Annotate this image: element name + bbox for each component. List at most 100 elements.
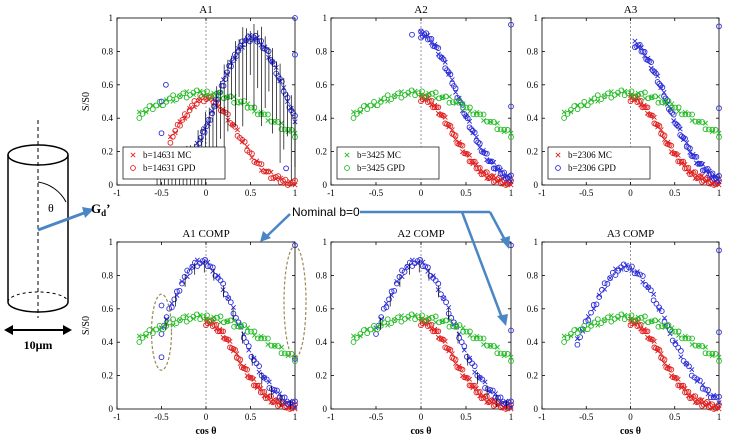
data-point-mc [658, 351, 664, 357]
data-point-mc [246, 347, 252, 353]
data-point-mc [689, 367, 695, 373]
data-point-mc [661, 315, 668, 321]
data-point-gpd [176, 287, 183, 294]
error-bars [165, 260, 291, 409]
legend-entry: b=2306 MC [568, 150, 612, 160]
y-tick-label: 0.6 [527, 304, 539, 314]
chart-title: A1 [199, 4, 212, 16]
data-point-gpd [292, 358, 298, 364]
data-point-gpd [383, 304, 390, 311]
data-point-mc [278, 175, 284, 181]
data-point-mc [440, 295, 447, 301]
data-point-gpd [685, 388, 692, 395]
y-tick-label: 0.4 [527, 113, 539, 123]
y-tick-label: 1 [534, 237, 539, 247]
data-point-mc [700, 161, 706, 167]
data-point-mc [453, 89, 459, 95]
legend-entry: b=3425 MC [357, 150, 401, 160]
data-point-gpd [678, 348, 684, 354]
x-tick-label: -0.5 [369, 412, 384, 422]
data-point-gpd [692, 342, 699, 349]
outlier-point [292, 51, 298, 58]
data-point-gpd [371, 322, 377, 329]
data-point-gpd [241, 322, 248, 328]
data-point-gpd [265, 168, 272, 175]
outlier-points [158, 242, 298, 362]
legend-marker [555, 165, 561, 171]
legend-marker [344, 152, 350, 158]
data-point-mc [136, 109, 142, 115]
data-point-mc [383, 300, 389, 306]
annotation-arrowhead-left [260, 231, 271, 242]
data-point-mc [477, 375, 483, 381]
data-point-gpd [598, 96, 605, 102]
outlier-point [158, 130, 165, 137]
data-point-mc [508, 406, 514, 412]
y-tick-label: 0.2 [527, 371, 538, 381]
y-tick-label: 0.6 [102, 80, 114, 90]
data-point-gpd [712, 127, 719, 133]
data-point-gpd [508, 398, 514, 405]
y-tick-label: 0 [534, 180, 539, 190]
data-point-gpd [483, 169, 490, 176]
data-point-gpd [174, 288, 180, 295]
data-point-gpd [207, 317, 214, 324]
data-point-mc [678, 354, 684, 360]
data-point-gpd [136, 115, 143, 121]
data-point-mc [435, 287, 441, 293]
data-point-mc [508, 130, 514, 136]
data-point-gpd [289, 399, 296, 406]
data-point-mc [430, 273, 436, 279]
series-green [350, 311, 514, 364]
data-point-mc [683, 361, 689, 367]
outlier-point [508, 327, 514, 334]
x-tick-label: 0 [628, 412, 633, 422]
data-point-gpd [604, 281, 611, 287]
data-point-mc [136, 333, 142, 339]
data-point-gpd [649, 336, 656, 343]
data-point-gpd [243, 37, 249, 44]
data-point-mc [498, 398, 504, 404]
data-point-mc [245, 325, 251, 331]
data-point-gpd [508, 134, 514, 140]
data-point-gpd [468, 158, 475, 165]
data-point-mc [711, 392, 717, 398]
data-point-gpd [654, 79, 661, 85]
nominal-b0-annotation: Nominal b=0 [260, 205, 510, 326]
cylinder-bottom-back [7, 291, 69, 303]
series-red [418, 92, 514, 188]
data-point-mc [184, 274, 190, 280]
y-tick-label: 1 [323, 13, 328, 23]
data-point-gpd [581, 98, 588, 105]
data-point-gpd [642, 313, 648, 320]
data-point-gpd [631, 317, 638, 324]
data-point-gpd [704, 165, 711, 172]
data-point-gpd [438, 54, 445, 61]
data-point-gpd [384, 92, 391, 99]
data-point-gpd [628, 312, 635, 319]
data-point-gpd [464, 115, 471, 122]
data-point-gpd [422, 93, 429, 100]
data-point-gpd [443, 317, 449, 324]
data-point-gpd [214, 314, 220, 321]
y-tick-label: 0.4 [102, 337, 114, 347]
data-point-gpd [241, 138, 248, 145]
data-point-mc [442, 114, 448, 120]
data-point-gpd [464, 151, 471, 157]
data-point-gpd [695, 118, 702, 125]
data-point-gpd [674, 122, 680, 128]
data-point-gpd [598, 320, 605, 326]
data-point-gpd [648, 318, 655, 325]
outlier-point [716, 23, 722, 30]
data-point-mc [645, 55, 651, 61]
x-tick-label: 0 [204, 412, 209, 422]
data-point-mc [634, 269, 640, 275]
data-point-gpd [471, 363, 478, 369]
data-point-gpd [716, 134, 722, 140]
data-point-mc [419, 92, 425, 98]
data-point-gpd [136, 339, 143, 345]
data-point-mc [191, 104, 197, 110]
data-point-gpd [504, 351, 511, 357]
data-point-gpd [447, 71, 454, 78]
data-point-mc [449, 77, 455, 83]
